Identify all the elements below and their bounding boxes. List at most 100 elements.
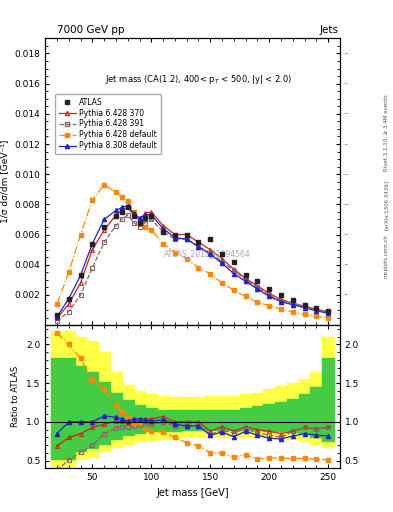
Pythia 8.308 default bbox=[314, 308, 319, 314]
Text: mcplots.cern.ch: mcplots.cern.ch bbox=[384, 234, 388, 278]
Y-axis label: Ratio to ATLAS: Ratio to ATLAS bbox=[11, 366, 20, 428]
ATLAS bbox=[114, 214, 118, 220]
ATLAS bbox=[208, 236, 213, 242]
Pythia 6.428 default bbox=[55, 301, 59, 307]
Pythia 6.428 default bbox=[137, 220, 142, 226]
Pythia 8.308 default bbox=[302, 305, 307, 311]
Pythia 6.428 370 bbox=[66, 301, 71, 307]
ATLAS bbox=[267, 286, 272, 292]
Text: [arXiv:1306.3436]: [arXiv:1306.3436] bbox=[384, 180, 388, 230]
ATLAS bbox=[243, 272, 248, 279]
Pythia 8.308 default bbox=[149, 212, 154, 218]
ATLAS bbox=[119, 209, 124, 215]
Pythia 6.428 default bbox=[267, 303, 272, 309]
Pythia 8.308 default bbox=[114, 207, 118, 214]
Pythia 6.428 default bbox=[196, 265, 201, 271]
Pythia 6.428 391 bbox=[78, 292, 83, 298]
Pythia 6.428 370 bbox=[173, 231, 177, 238]
ATLAS bbox=[78, 272, 83, 279]
Pythia 8.308 default bbox=[279, 298, 283, 305]
Pythia 8.308 default bbox=[131, 210, 136, 217]
Pythia 6.428 391 bbox=[196, 244, 201, 250]
Pythia 6.428 370 bbox=[279, 296, 283, 303]
Pythia 6.428 391 bbox=[326, 309, 331, 315]
Pythia 6.428 default bbox=[78, 231, 83, 238]
Pythia 8.308 default bbox=[125, 203, 130, 209]
Pythia 6.428 391 bbox=[267, 292, 272, 298]
Pythia 6.428 370 bbox=[302, 303, 307, 309]
Pythia 6.428 default bbox=[161, 241, 165, 247]
ATLAS bbox=[131, 214, 136, 220]
Line: Pythia 6.428 391: Pythia 6.428 391 bbox=[55, 213, 330, 323]
Pythia 6.428 391 bbox=[119, 217, 124, 223]
ATLAS bbox=[137, 220, 142, 226]
Pythia 8.308 default bbox=[161, 225, 165, 231]
Pythia 6.428 default bbox=[279, 306, 283, 312]
Pythia 6.428 default bbox=[114, 189, 118, 196]
Text: Rivet 3.1.10, ≥ 3.4M events: Rivet 3.1.10, ≥ 3.4M events bbox=[384, 95, 388, 172]
Pythia 6.428 391 bbox=[231, 268, 236, 274]
Pythia 8.308 default bbox=[243, 279, 248, 285]
ATLAS bbox=[125, 204, 130, 210]
Pythia 6.428 370 bbox=[220, 255, 224, 262]
Line: ATLAS: ATLAS bbox=[55, 205, 331, 318]
Text: Jet mass (CA(1.2), 400< p$_T$ < 500, |y| < 2.0): Jet mass (CA(1.2), 400< p$_T$ < 500, |y|… bbox=[105, 73, 292, 86]
Pythia 6.428 default bbox=[220, 280, 224, 286]
Pythia 6.428 default bbox=[102, 182, 107, 188]
Pythia 8.308 default bbox=[220, 260, 224, 266]
Pythia 8.308 default bbox=[66, 295, 71, 302]
ATLAS bbox=[220, 251, 224, 257]
Pythia 6.428 default bbox=[231, 287, 236, 293]
Pythia 6.428 391 bbox=[314, 306, 319, 312]
Pythia 6.428 370 bbox=[90, 247, 95, 253]
Pythia 6.428 370 bbox=[290, 300, 295, 306]
Pythia 6.428 default bbox=[143, 224, 148, 230]
ATLAS bbox=[314, 305, 319, 311]
Pythia 6.428 370 bbox=[243, 275, 248, 282]
Pythia 6.428 391 bbox=[220, 259, 224, 265]
Pythia 6.428 default bbox=[255, 300, 260, 306]
Pythia 6.428 391 bbox=[125, 212, 130, 218]
Pythia 8.308 default bbox=[196, 244, 201, 250]
ATLAS bbox=[90, 241, 95, 247]
ATLAS bbox=[231, 259, 236, 265]
Pythia 6.428 370 bbox=[255, 283, 260, 289]
ATLAS bbox=[102, 224, 107, 230]
Pythia 6.428 370 bbox=[78, 280, 83, 286]
Pythia 6.428 default bbox=[119, 194, 124, 200]
Pythia 8.308 default bbox=[78, 272, 83, 279]
ATLAS bbox=[184, 231, 189, 238]
Pythia 6.428 370 bbox=[143, 210, 148, 217]
Pythia 8.308 default bbox=[290, 302, 295, 308]
Pythia 8.308 default bbox=[173, 234, 177, 241]
Pythia 6.428 370 bbox=[55, 315, 59, 322]
Pythia 6.428 370 bbox=[131, 212, 136, 218]
Pythia 6.428 391 bbox=[184, 236, 189, 242]
Pythia 6.428 391 bbox=[90, 265, 95, 271]
Pythia 6.428 391 bbox=[302, 303, 307, 309]
Pythia 8.308 default bbox=[90, 241, 95, 247]
Pythia 6.428 391 bbox=[102, 239, 107, 245]
Pythia 8.308 default bbox=[137, 215, 142, 221]
ATLAS bbox=[161, 228, 165, 234]
ATLAS bbox=[66, 295, 71, 302]
Pythia 6.428 391 bbox=[279, 298, 283, 304]
ATLAS bbox=[326, 308, 331, 314]
Pythia 8.308 default bbox=[326, 310, 331, 316]
Pythia 6.428 370 bbox=[125, 204, 130, 210]
Pythia 6.428 default bbox=[149, 227, 154, 233]
Pythia 6.428 default bbox=[208, 271, 213, 277]
Pythia 6.428 391 bbox=[137, 224, 142, 230]
Text: 7000 GeV pp: 7000 GeV pp bbox=[57, 25, 125, 35]
Pythia 6.428 default bbox=[125, 198, 130, 204]
Pythia 6.428 391 bbox=[149, 217, 154, 223]
Pythia 8.308 default bbox=[55, 314, 59, 320]
Pythia 6.428 default bbox=[66, 269, 71, 275]
Pythia 8.308 default bbox=[267, 293, 272, 300]
Pythia 6.428 default bbox=[184, 255, 189, 262]
Pythia 6.428 default bbox=[302, 311, 307, 317]
Line: Pythia 8.308 default: Pythia 8.308 default bbox=[55, 204, 330, 319]
ATLAS bbox=[290, 297, 295, 303]
Pythia 6.428 default bbox=[314, 313, 319, 319]
ATLAS bbox=[255, 279, 260, 285]
